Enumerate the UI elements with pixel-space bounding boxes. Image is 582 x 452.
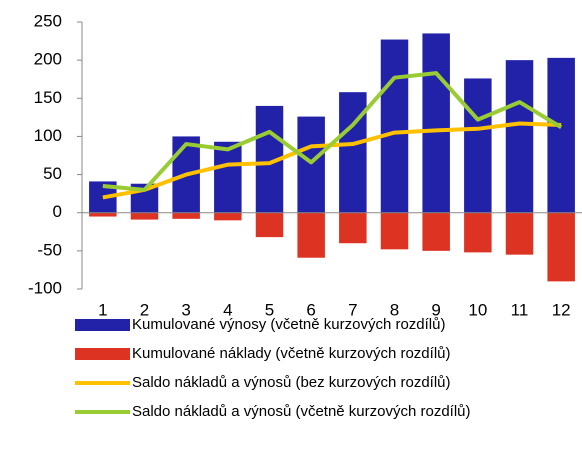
legend-swatch	[75, 348, 130, 360]
legend-label: Kumulované náklady (včetně kurzových roz…	[132, 345, 451, 362]
bar	[172, 212, 200, 219]
line	[102, 71, 563, 192]
y-tick-label: 150	[34, 88, 62, 107]
bar	[214, 141, 242, 213]
bar	[547, 57, 575, 213]
y-tick-label: 50	[43, 164, 62, 183]
bar	[422, 33, 450, 213]
bar	[422, 212, 450, 251]
bar	[505, 60, 534, 213]
bar	[255, 212, 284, 238]
x-tick-label: 1	[98, 300, 107, 319]
bar	[339, 212, 367, 244]
legend-label: Kumulované výnosy (včetně kurzových rozd…	[132, 316, 445, 333]
x-tick-label: 5	[265, 300, 274, 319]
bar	[339, 92, 367, 213]
bar	[505, 212, 534, 255]
bar	[297, 212, 325, 258]
x-tick-label: 8	[390, 300, 399, 319]
x-tick-label: 4	[223, 300, 232, 319]
y-tick-label: 0	[53, 202, 62, 221]
bar	[214, 212, 242, 221]
bar	[547, 212, 575, 282]
legend-label: Saldo nákladů a výnosů (včetně kurzových…	[132, 403, 471, 420]
bar	[464, 212, 492, 253]
bar	[297, 116, 325, 213]
x-tick-label: 12	[552, 300, 571, 319]
legend-label: Saldo nákladů a výnosů (bez kurzových ro…	[132, 374, 451, 391]
bar	[380, 39, 409, 213]
bar	[130, 212, 159, 220]
x-tick-label: 6	[306, 300, 315, 319]
y-tick-label: 200	[34, 50, 62, 69]
x-tick-label: 10	[468, 300, 487, 319]
y-tick-label: 100	[34, 126, 62, 145]
bar	[380, 212, 409, 250]
x-tick-label: 3	[181, 300, 190, 319]
bar	[89, 212, 117, 217]
x-tick-label: 7	[348, 300, 357, 319]
y-tick-label: 250	[34, 11, 62, 30]
y-tick-label: -100	[28, 278, 62, 297]
x-tick-label: 2	[140, 300, 149, 319]
x-tick-label: 11	[511, 300, 529, 319]
bar	[464, 78, 492, 213]
x-tick-label: 9	[431, 300, 440, 319]
legend-swatch	[75, 319, 130, 331]
y-tick-label: -50	[37, 240, 62, 259]
